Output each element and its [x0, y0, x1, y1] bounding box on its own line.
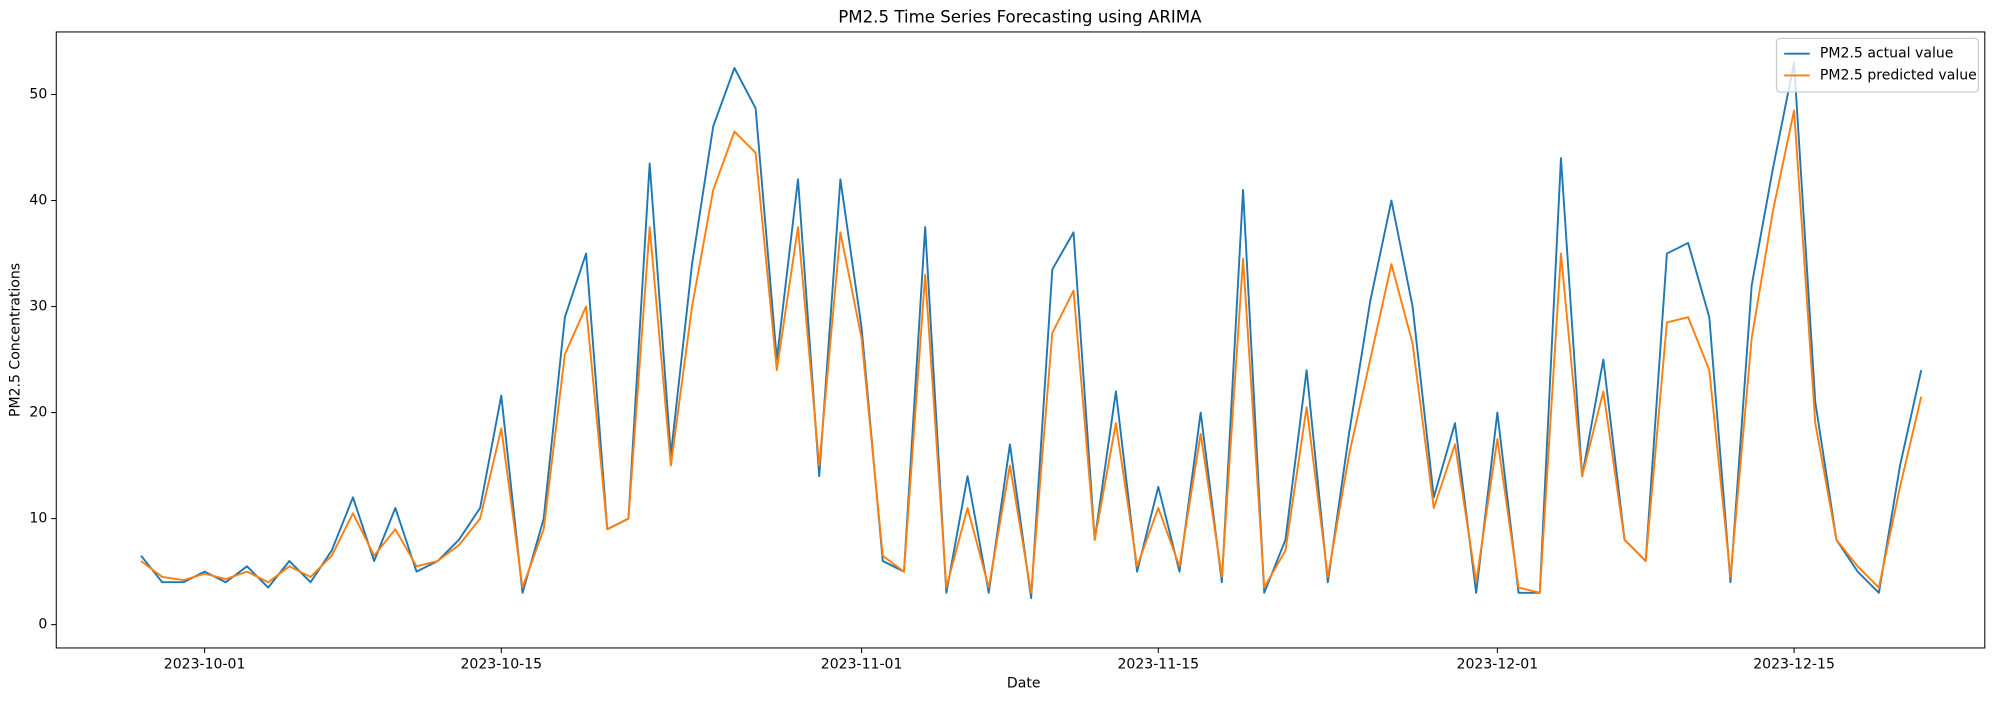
- y-tick-label: 40: [29, 193, 47, 209]
- x-tick-label: 2023-10-15: [460, 657, 542, 673]
- x-tick-label: 2023-12-01: [1457, 657, 1539, 673]
- y-axis-label: PM2.5 Concentrations: [7, 263, 23, 417]
- x-tick-label: 2023-11-15: [1117, 657, 1199, 673]
- y-tick-label: 20: [29, 405, 47, 421]
- y-tick-label: 0: [38, 617, 47, 633]
- legend-label: PM2.5 predicted value: [1820, 67, 1977, 83]
- x-axis-label: Date: [1007, 676, 1041, 692]
- y-tick-label: 50: [29, 87, 47, 103]
- x-tick-label: 2023-12-15: [1753, 657, 1835, 673]
- legend-box: [1775, 37, 1980, 93]
- series-line: [140, 109, 1923, 594]
- chart-title: PM2.5 Time Series Forecasting using ARIM…: [838, 7, 1202, 26]
- plot-area: [140, 61, 1923, 600]
- y-tick-label: 10: [29, 511, 47, 527]
- x-tick-label: 2023-11-01: [821, 657, 903, 673]
- y-tick-label: 30: [29, 299, 47, 315]
- series-line: [140, 61, 1923, 600]
- axes-frame: [55, 31, 1986, 649]
- legend-label: PM2.5 actual value: [1820, 46, 1953, 62]
- x-tick-label: 2023-10-01: [164, 657, 246, 673]
